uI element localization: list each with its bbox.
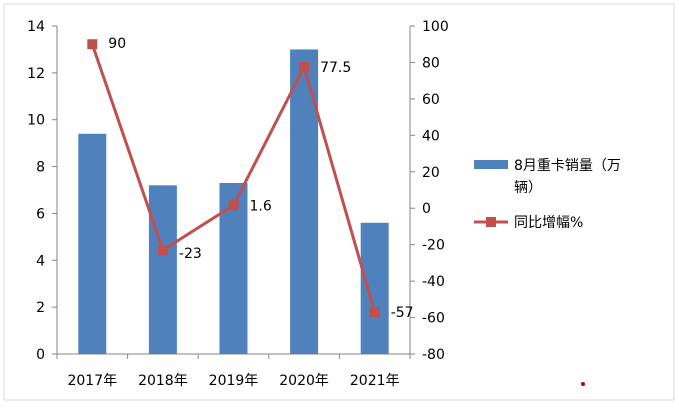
bar — [148, 185, 177, 354]
y-left-tick-label: 0 — [36, 347, 45, 363]
x-tick-label: 2018年 — [138, 373, 188, 389]
legend-label-bar-cont: 辆） — [514, 180, 542, 196]
line-point-marker — [369, 307, 380, 318]
bar — [290, 49, 319, 355]
line-series — [87, 39, 380, 318]
line-point-marker — [157, 245, 168, 256]
y-right-tick-label: 60 — [422, 92, 440, 108]
bar — [360, 222, 389, 354]
y-right-tick-label: -80 — [422, 347, 445, 363]
bar-series — [78, 49, 389, 355]
y-left-tick-label: 8 — [36, 160, 45, 176]
y-right-tick-label: -20 — [422, 238, 445, 254]
x-tick-label: 2021年 — [350, 373, 400, 389]
legend-swatch-bar — [474, 160, 508, 169]
y-right-tick-label: 100 — [422, 19, 449, 35]
stray-dot — [581, 382, 585, 386]
line-point-marker — [299, 62, 310, 72]
x-tick-label: 2020年 — [279, 373, 329, 389]
legend-label-bar: 8月重卡销量（万 — [514, 158, 621, 174]
bar — [78, 133, 107, 354]
chart-border — [3, 3, 675, 401]
legend-swatch-marker — [486, 217, 496, 227]
y-left-tick-label: 14 — [27, 19, 45, 35]
y-right-tick-label: 40 — [422, 128, 440, 144]
y-left-tick-label: 6 — [36, 206, 45, 222]
y-right-tick-label: 80 — [422, 55, 440, 71]
y-left-tick-label: 2 — [36, 300, 45, 316]
line-point-marker — [87, 39, 98, 50]
x-tick-label: 2019年 — [209, 373, 259, 389]
y-left-tick-label: 12 — [27, 66, 45, 82]
legend: 8月重卡销量（万辆） 同比增幅% — [474, 158, 621, 231]
line-point-marker — [228, 200, 239, 211]
y-right-tick-label: -40 — [422, 274, 445, 290]
y-left-tick-label: 10 — [27, 113, 45, 129]
line-data-label: 77.5 — [320, 60, 351, 76]
line-data-label: 90 — [108, 36, 126, 52]
x-tick-label: 2017年 — [67, 373, 117, 389]
data-labels: 90 -23 1.6 77.5 -57 — [108, 36, 413, 321]
line-data-label: -23 — [179, 246, 202, 262]
line-data-label: 1.6 — [250, 198, 272, 214]
y-right-tick-label: -60 — [422, 311, 445, 327]
y-right-tick-label: 0 — [422, 201, 431, 217]
tick-labels: 0 2 4 6 8 10 12 14 -80 -60 -40 -20 0 20 40 60 80 100 2017年… — [27, 19, 449, 389]
axes — [52, 25, 415, 359]
y-left-tick-label: 4 — [36, 253, 45, 269]
y-right-tick-label: 20 — [422, 165, 440, 181]
line-data-label: -57 — [391, 305, 414, 321]
legend-label-line: 同比增幅% — [514, 215, 583, 231]
